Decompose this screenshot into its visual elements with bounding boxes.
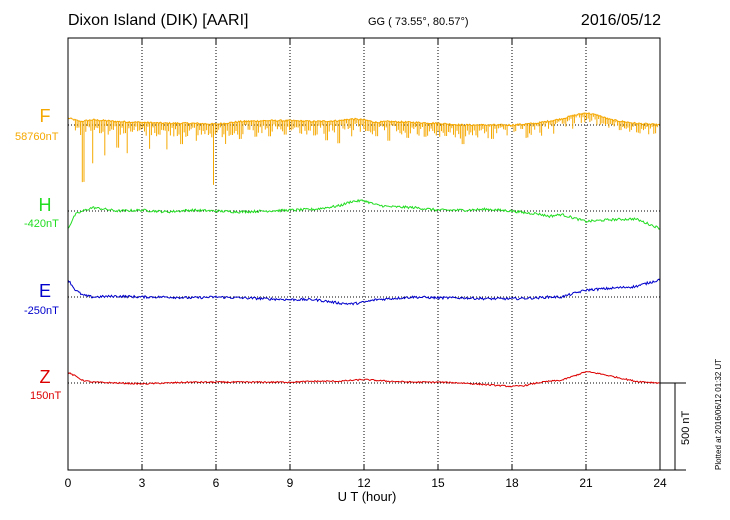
plotted-timestamp: Plotted at 2016/06/12 01:32 UT [714, 358, 723, 470]
x-tick-label: 3 [139, 476, 146, 490]
series-line-z [67, 370, 661, 388]
series-e [67, 278, 661, 306]
station-coordinates: GG ( 73.55°, 80.57°) [368, 16, 469, 28]
x-tick-label: 24 [653, 476, 667, 490]
series-f [67, 112, 661, 185]
series-line-h [67, 198, 661, 230]
scale-bar-label: 500 nT [680, 410, 692, 445]
series-layer [67, 112, 661, 388]
x-tick-label: 0 [65, 476, 72, 490]
plot-date: 2016/05/12 [580, 12, 661, 29]
component-z-baseline: 150nT [30, 390, 62, 402]
component-f-label: F [39, 106, 51, 126]
component-e-baseline: -250nT [24, 305, 59, 317]
x-tick-label: 6 [213, 476, 220, 490]
series-h [67, 198, 661, 230]
x-tick-label: 18 [505, 476, 519, 490]
component-h-label: H [38, 195, 52, 215]
scale-bar [660, 382, 686, 471]
series-z [67, 370, 661, 388]
series-line-e [67, 278, 661, 306]
component-h-baseline: -420nT [24, 218, 59, 230]
series-line-f [67, 112, 661, 127]
grid-lines [141, 38, 587, 470]
x-tick-label: 9 [287, 476, 294, 490]
component-z-label: Z [39, 367, 51, 387]
x-tick-label: 15 [431, 476, 445, 490]
station-title: Dixon Island (DIK) [AARI] [68, 12, 249, 29]
x-tick-label: 12 [357, 476, 371, 490]
x-axis-ticks: 0 3 6 9 12 15 18 21 24 [65, 38, 667, 490]
x-tick-label: 21 [579, 476, 593, 490]
component-f-baseline: 58760nT [15, 131, 59, 143]
f-dips [74, 112, 658, 185]
x-axis-label: U T (hour) [337, 489, 397, 504]
component-e-label: E [38, 281, 51, 301]
